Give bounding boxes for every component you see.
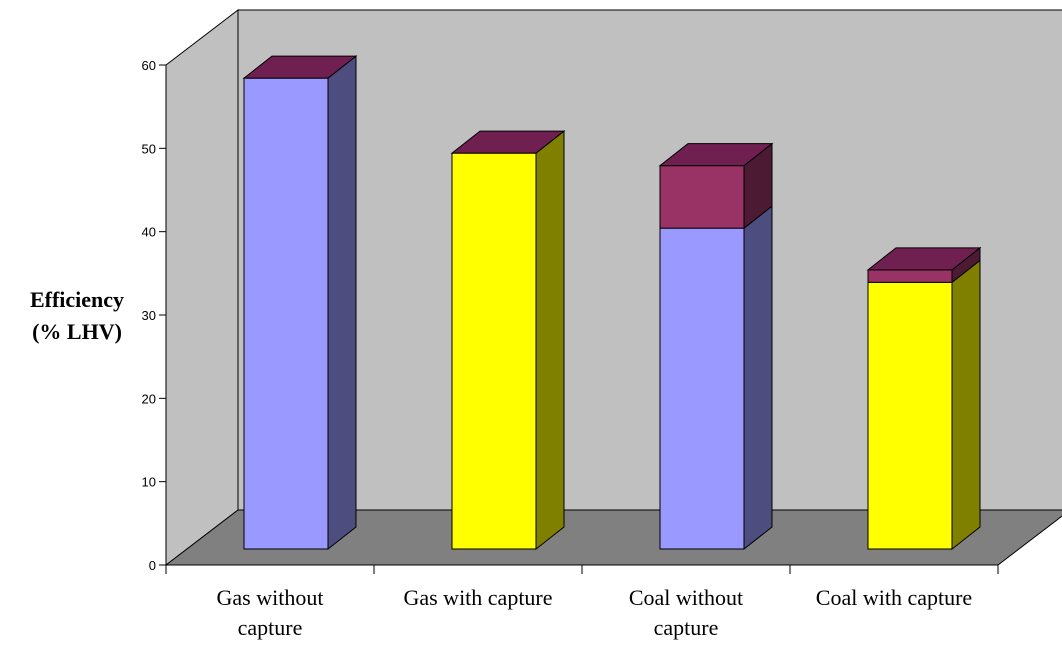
bar-front — [451, 152, 537, 550]
y-axis-title: Efficiency (% LHV) — [2, 284, 152, 348]
side-wall — [165, 8, 239, 567]
y-axis-title-line-2: (% LHV) — [32, 319, 122, 344]
y-axis-title-line-1: Efficiency — [29, 287, 125, 312]
bar-front — [243, 77, 329, 550]
chart-walls — [164, 8, 1062, 567]
bar-stack — [866, 246, 982, 551]
y-tick-label: 0 — [149, 558, 156, 573]
y-tick-label: 60 — [142, 58, 156, 73]
bar-front — [867, 281, 953, 550]
bar-stack — [450, 130, 566, 551]
bar-group — [242, 55, 982, 551]
y-tick-label: 40 — [142, 225, 156, 240]
x-tick-label: Coal with capture — [815, 585, 973, 610]
bar-stack — [658, 142, 774, 551]
bar-side — [743, 205, 773, 551]
bar-side — [535, 130, 565, 551]
bar-side — [327, 55, 357, 551]
bar-top — [242, 55, 358, 79]
bar-front — [659, 165, 745, 229]
y-tick-label: 30 — [142, 308, 156, 323]
bar-front — [867, 269, 953, 283]
bar-top — [450, 130, 566, 154]
bar-top — [866, 247, 982, 271]
x-tick-label: Gas with capture — [403, 585, 553, 610]
y-tick-label: 20 — [142, 391, 156, 406]
bar-stack — [242, 55, 358, 551]
x-axis — [165, 564, 999, 574]
bar-front — [659, 227, 745, 550]
bar-top — [658, 143, 774, 167]
y-tick-label: 50 — [142, 141, 156, 156]
y-axis: 0 10 20 30 40 50 60 — [142, 58, 167, 573]
bar-side — [951, 259, 981, 551]
y-tick-label: 10 — [142, 475, 156, 490]
x-tick-label: Coal without capture — [628, 585, 744, 640]
x-tick-label: Gas without capture — [216, 585, 324, 640]
